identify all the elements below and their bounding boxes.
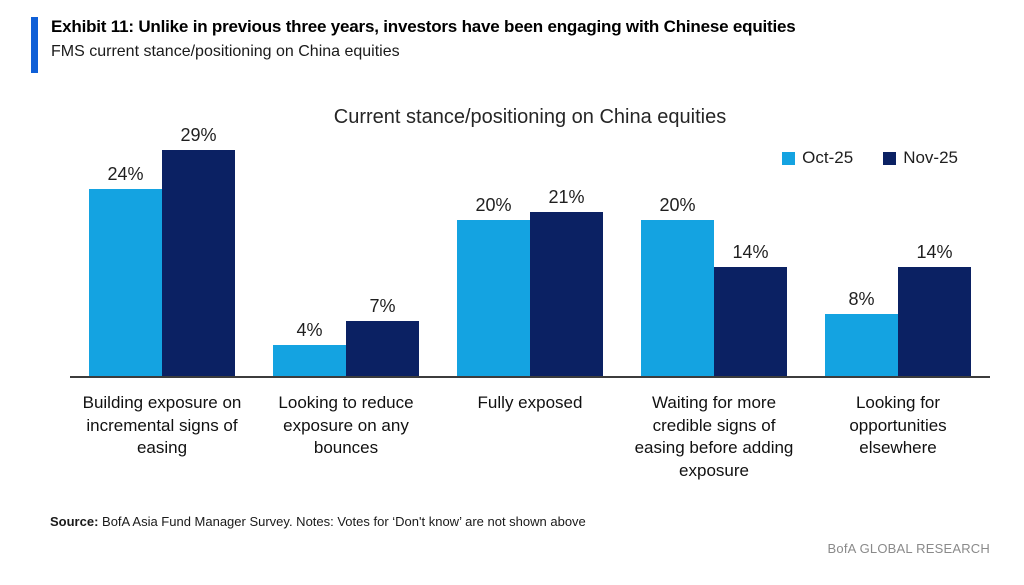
- category-label: Building exposure on incremental signs o…: [82, 393, 242, 458]
- value-label: 21%: [548, 187, 585, 208]
- exhibit-title-block: Exhibit 11: Unlike in previous three yea…: [51, 17, 796, 73]
- oct-25-bar: [641, 220, 714, 376]
- plot-area: 24% 29% 4% 7% 20% 21% 20% 14% 8% 14%: [70, 115, 990, 378]
- legend-label: Oct-25: [802, 148, 854, 167]
- oct-25-bar: [457, 220, 530, 376]
- nov-25-bar: [346, 321, 419, 376]
- category-label: Fully exposed: [477, 393, 583, 412]
- exhibit-title: Exhibit 11: Unlike in previous three yea…: [51, 17, 796, 36]
- legend-item-oct-25: Oct-25: [782, 148, 853, 168]
- legend-swatch: [782, 151, 796, 165]
- bar-with-label: 29%: [162, 125, 235, 376]
- exhibit-accent-bar: [31, 17, 38, 73]
- nov-25-bar: [162, 149, 235, 376]
- value-label: 8%: [848, 288, 875, 309]
- oct-25-bar: [273, 344, 346, 376]
- value-label: 14%: [916, 241, 953, 262]
- value-label: 20%: [659, 195, 696, 215]
- bar-with-label: 20%: [457, 195, 530, 376]
- bar-group: 20% 14%: [622, 115, 806, 376]
- source-text: BofA Asia Fund Manager Survey. Notes: Vo…: [102, 514, 586, 529]
- bar-with-label: 8%: [825, 289, 898, 376]
- nov-25-bar: [898, 266, 971, 376]
- bar-group: 24% 29%: [70, 115, 254, 376]
- bar-group: 4% 7%: [254, 115, 438, 376]
- category-label: Looking for opportunities elsewhere: [849, 393, 947, 458]
- bar-with-label: 21%: [530, 187, 603, 376]
- source-note: Source: BofA Asia Fund Manager Survey. N…: [50, 514, 586, 529]
- category-label: Waiting for more credible signs of easin…: [634, 393, 794, 480]
- nov-25-bar: [714, 266, 787, 376]
- bar-with-label: 14%: [898, 242, 971, 376]
- oct-25-bar: [89, 188, 162, 376]
- category-axis-labels: Building exposure on incremental signs o…: [70, 392, 990, 482]
- bar-with-label: 7%: [346, 296, 419, 376]
- source-label: Source:: [50, 514, 99, 529]
- chart-title: Current stance/positioning on China equi…: [333, 106, 727, 128]
- legend-swatch: [883, 151, 897, 165]
- legend-item-nov-25: Nov-25: [883, 148, 958, 168]
- oct-25-bar: [825, 313, 898, 376]
- category-label: Looking to reduce exposure on any bounce…: [278, 393, 414, 458]
- nov-25-bar: [530, 212, 603, 376]
- legend-label: Nov-25: [903, 148, 958, 167]
- bar-with-label: 24%: [89, 164, 162, 376]
- value-label: 14%: [732, 241, 769, 262]
- bar-with-label: 4%: [273, 320, 346, 376]
- value-label: 29%: [180, 124, 217, 145]
- exhibit-subtitle: FMS current stance/positioning on China …: [51, 43, 400, 60]
- chart-legend: Oct-25 Nov-25: [782, 148, 958, 168]
- value-label: 4%: [296, 319, 323, 340]
- bar-group: 20% 21%: [438, 115, 622, 376]
- bar-with-label: 14%: [714, 242, 787, 376]
- value-label: 20%: [475, 195, 512, 215]
- value-label: 24%: [107, 163, 144, 184]
- bar-group: 8% 14%: [806, 115, 990, 376]
- value-label: 7%: [369, 296, 396, 317]
- exhibit-header: Exhibit 11: Unlike in previous three yea…: [31, 17, 796, 73]
- brand-mark: BofA GLOBAL RESEARCH: [827, 541, 990, 556]
- bar-with-label: 20%: [641, 195, 714, 376]
